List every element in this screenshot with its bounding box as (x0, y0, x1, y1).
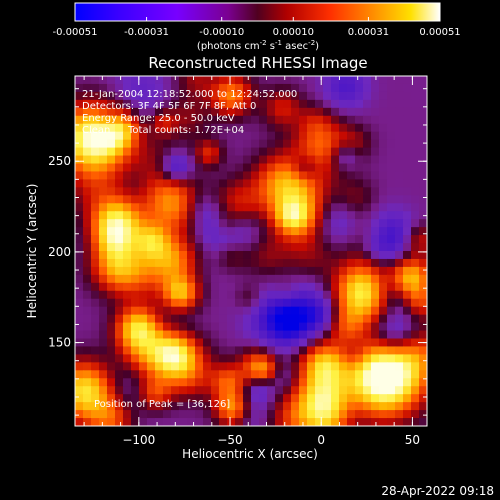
colorbar-tick-label: -0.00010 (199, 27, 244, 38)
colorbar-tick-label: -0.00031 (124, 27, 169, 38)
colorbar-units: (photons cm-2 s-1 asec-2) (197, 39, 319, 52)
detectors-text: Detectors: 3F 4F 5F 6F 7F 8F, Att 0 (82, 101, 256, 112)
x-tick-label: 50 (405, 433, 420, 447)
colorbar-gradient (74, 2, 441, 22)
x-tick-label: −50 (217, 433, 242, 447)
peak-position-text: Position of Peak = [36,126] (94, 399, 230, 410)
image-plot: −100 −50 0 50 150 200 250 (48, 75, 428, 447)
colorbar-tick-label: 0.00031 (348, 27, 389, 38)
axis-ticks: −100 −50 0 50 150 200 250 (48, 76, 427, 447)
figure-title: Reconstructed RHESSI Image (148, 54, 367, 72)
colorbar-tick-label: -0.00051 (53, 27, 98, 38)
emission-map (75, 76, 427, 426)
x-tick-label: 0 (317, 433, 325, 447)
y-tick-label: 150 (48, 336, 71, 350)
y-axis-label: Heliocentric Y (arcsec) (25, 184, 39, 319)
method-text: Clean (82, 125, 110, 136)
generation-date: 28-Apr-2022 09:18 (381, 484, 494, 498)
colorbar: -0.00051 -0.00031 -0.00010 0.00010 0.00031 0.… (53, 2, 461, 52)
x-axis-label: Heliocentric X (arcsec) (182, 447, 318, 461)
plot-frame (74, 75, 428, 427)
time-range-text: 21-Jan-2004 12:18:52.000 to 12:24:52.000 (82, 89, 297, 100)
x-tick-label: −100 (122, 433, 155, 447)
colorbar-ticks: -0.00051 -0.00031 -0.00010 0.00010 0.00031 0.… (53, 17, 461, 38)
colorbar-tick-label: 0.00010 (273, 27, 314, 38)
y-tick-label: 250 (48, 154, 71, 168)
colorbar-tick-label: 0.00051 (419, 27, 460, 38)
observation-info: 21-Jan-2004 12:18:52.000 to 12:24:52.000… (82, 89, 297, 410)
total-counts-text: Total counts: 1.72E+04 (127, 125, 244, 136)
y-tick-label: 200 (48, 245, 71, 259)
energy-range-text: Energy Range: 25.0 - 50.0 keV (82, 113, 235, 124)
